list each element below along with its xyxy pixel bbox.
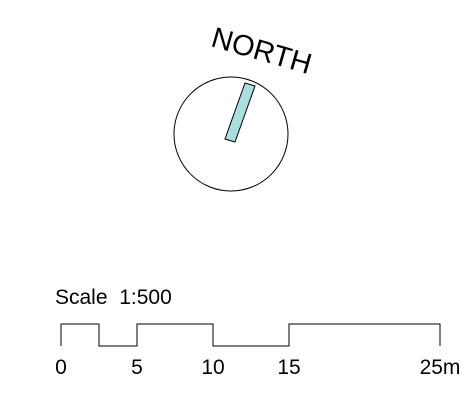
north-needle bbox=[224, 82, 256, 143]
scale-title: Scale 1:500 bbox=[55, 286, 172, 309]
scale-bar bbox=[60, 323, 441, 347]
scale-bar-outline bbox=[60, 323, 441, 347]
scale-tick-label-10: 10 bbox=[201, 356, 225, 379]
scale-tick-label-0: 0 bbox=[55, 356, 67, 379]
north-label: NORTH bbox=[208, 22, 315, 81]
scale-tick-label-25m: 25m bbox=[419, 356, 461, 379]
scale-tick-label-5: 5 bbox=[131, 356, 143, 379]
scale-tick-label-15: 15 bbox=[277, 356, 301, 379]
north-arrow: NORTH bbox=[173, 22, 315, 192]
